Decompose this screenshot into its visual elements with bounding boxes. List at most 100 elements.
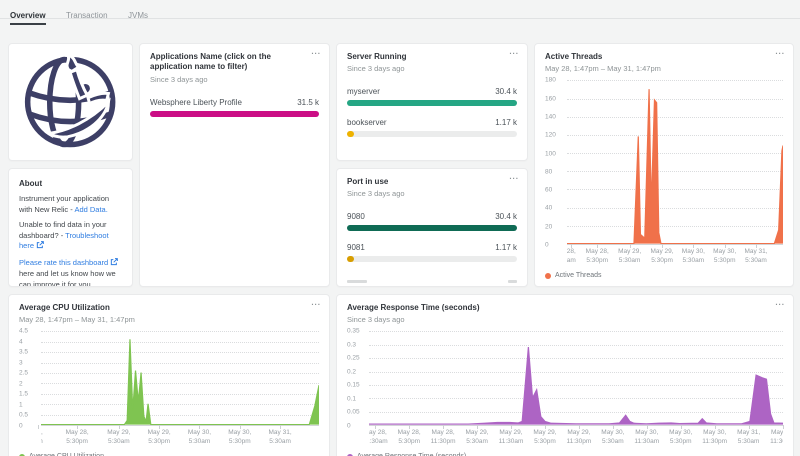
bar-label[interactable]: 9080 xyxy=(347,212,365,222)
x-axis-label: 28,am xyxy=(41,429,43,447)
legend-label: Active Threads xyxy=(555,272,602,279)
troubleshoot-link[interactable]: Troubleshoot here xyxy=(19,230,109,251)
gridline xyxy=(369,331,783,333)
x-axis-label: May 28, 5:30pm xyxy=(585,248,609,264)
y-axis-label: 3 xyxy=(19,359,23,367)
about-text: here and let us know how we can improve … xyxy=(19,269,116,287)
axis-tick xyxy=(578,425,580,429)
server-row-myserver[interactable]: myserver 30.4 k xyxy=(347,87,517,107)
gridline xyxy=(567,189,783,191)
chart-plot-area[interactable] xyxy=(567,80,783,248)
card-subtitle: May 28, 1:47pm – May 31, 1:47pm xyxy=(19,315,135,325)
tab-bar: Overview Transaction JVMs xyxy=(0,0,800,25)
y-axis-label: 0 xyxy=(19,422,23,430)
card-subtitle: Since 3 days ago xyxy=(347,189,405,199)
bar-fill xyxy=(347,256,354,263)
about-paragraph-troubleshoot: Unable to find data in your dashboard? -… xyxy=(19,220,122,253)
gridline xyxy=(567,171,783,173)
series-area xyxy=(567,80,783,244)
external-link-icon xyxy=(110,257,119,270)
bar-fill xyxy=(347,131,354,138)
x-axis: 28,am May 28,5:30pm May 29,5:30am May 29,5:… xyxy=(41,429,319,449)
axis-tick xyxy=(477,425,479,429)
y-axis-label: 140 xyxy=(545,113,556,121)
card-title: Port in use xyxy=(347,177,389,186)
gridline xyxy=(41,414,319,416)
tab-jvms[interactable]: JVMs xyxy=(127,11,148,20)
x-axis-label: May 28, 5:30pm xyxy=(65,429,89,445)
y-axis-label: 100 xyxy=(545,150,556,158)
axis-tick xyxy=(375,425,377,429)
legend-label: Average CPU Utilization xyxy=(29,453,104,456)
applications-name-card: Applications Name (click on the applicat… xyxy=(139,43,330,287)
axis-tick xyxy=(612,425,614,429)
card-menu-button[interactable]: ... xyxy=(311,47,321,56)
gridline xyxy=(567,207,783,209)
rate-dashboard-link[interactable]: Please rate this dashboard xyxy=(19,257,109,267)
bar-label[interactable]: myserver xyxy=(347,87,380,97)
x-axis-label: May 30, 5:30am xyxy=(187,429,212,445)
port-row-9080[interactable]: 9080 30.4 k xyxy=(347,212,517,232)
card-menu-button[interactable]: ... xyxy=(509,47,519,56)
x-axis-label: May 29, 11:30pm xyxy=(566,429,592,445)
axis-tick xyxy=(544,425,546,429)
gridline xyxy=(369,398,783,400)
gridline xyxy=(41,404,319,406)
gridline xyxy=(369,371,783,373)
axis-tick xyxy=(239,425,241,429)
bar-fill xyxy=(150,110,319,117)
x-axis-label: May 30, 5:30pm xyxy=(669,429,693,445)
axis-tick xyxy=(159,425,161,429)
bar-track xyxy=(347,131,517,138)
card-menu-button[interactable]: ... xyxy=(775,298,785,307)
axis-tick xyxy=(280,425,282,429)
y-axis-label: 1.5 xyxy=(19,390,29,398)
tab-overview[interactable]: Overview xyxy=(10,11,46,25)
average-cpu-utilization-card: Average CPU Utilization May 28, 1:47pm –… xyxy=(8,294,330,456)
axis-tick xyxy=(409,425,411,429)
x-axis-label: May 30, 5:30am xyxy=(601,429,625,445)
port-row-9081[interactable]: 9081 1.17 k xyxy=(347,243,517,263)
x-axis-label: May 28, 11:30pm xyxy=(430,429,456,445)
card-subtitle: Since 3 days ago xyxy=(150,74,208,84)
x-axis-label: May 29, 5:30pm xyxy=(533,429,557,445)
y-axis-label: 0.15 xyxy=(347,381,360,389)
add-data-link[interactable]: Add Data. xyxy=(74,204,108,214)
axis-tick xyxy=(748,425,750,429)
bar-label[interactable]: Websphere Liberty Profile xyxy=(150,97,242,107)
card-menu-button[interactable]: ... xyxy=(509,172,519,181)
port-in-use-card: Port in use Since 3 days ago ... 9080 30… xyxy=(336,168,528,287)
server-row-bookserver[interactable]: bookserver 1.17 k xyxy=(347,118,517,138)
chart-plot-area[interactable] xyxy=(369,331,784,429)
axis-tick xyxy=(693,244,695,248)
y-axis-label: 2 xyxy=(19,380,23,388)
axis-tick xyxy=(629,244,631,248)
y-axis-label: 160 xyxy=(545,95,556,103)
y-axis-label: 0.2 xyxy=(347,368,357,376)
axis-tick xyxy=(199,425,201,429)
gridline xyxy=(567,153,783,155)
gridline xyxy=(41,372,319,374)
y-axis-label: 0 xyxy=(545,241,549,249)
bar-value: 30.4 k xyxy=(495,87,517,97)
application-row-websphere[interactable]: Websphere Liberty Profile 31.5 k xyxy=(150,98,319,117)
active-threads-card: Active Threads May 28, 1:47pm – May 31, … xyxy=(534,43,794,287)
bar-fill xyxy=(347,225,517,232)
about-text: Unable to find data in your dashboard? - xyxy=(19,220,107,240)
axis-tick xyxy=(118,425,120,429)
card-menu-button[interactable]: ... xyxy=(775,47,785,56)
about-title: About xyxy=(19,179,43,188)
dashboard-board: About Instrument your application with N… xyxy=(0,19,800,456)
gridline xyxy=(41,352,319,354)
bar-label[interactable]: 9081 xyxy=(347,243,365,253)
tab-transaction[interactable]: Transaction xyxy=(66,11,108,20)
x-axis-label: May 29, 5:30am xyxy=(465,429,489,445)
bar-label[interactable]: bookserver xyxy=(347,118,387,128)
chart-plot-area[interactable] xyxy=(38,331,319,429)
logo-card xyxy=(8,43,133,161)
card-menu-button[interactable]: ... xyxy=(311,298,321,307)
x-axis-label: May 31, 5:30am xyxy=(744,248,768,264)
websphere-logo xyxy=(24,51,115,148)
chart-legend: Average CPU Utilization xyxy=(9,449,329,456)
gridline xyxy=(369,384,783,386)
